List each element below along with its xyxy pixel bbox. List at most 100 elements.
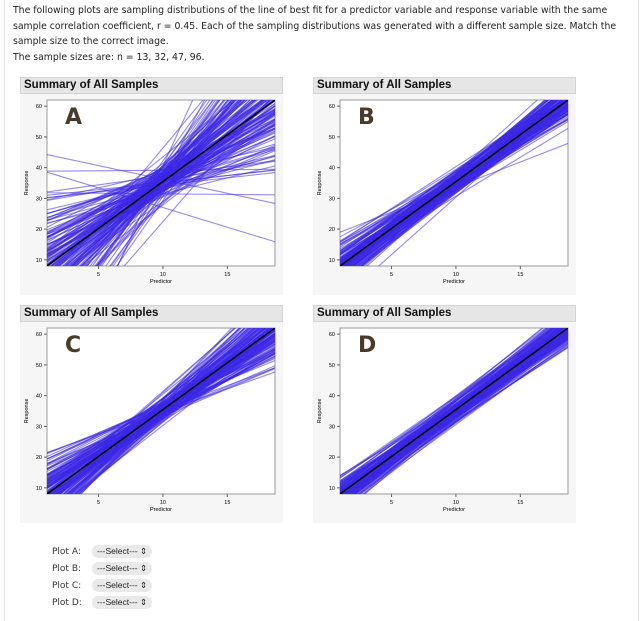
- x-axis-label: Predictor: [150, 279, 172, 285]
- y-tick-label: 50: [329, 363, 335, 369]
- fit-line: [340, 328, 568, 494]
- y-tick-label: 30: [329, 424, 335, 430]
- fit-line: [47, 100, 275, 266]
- y-tick-label: 20: [329, 227, 335, 233]
- y-tick-label: 30: [36, 424, 42, 430]
- sample-line: [77, 328, 273, 494]
- plot-panel-b: Summary of All Samples 10 20 30 40 50 60 5 10 15 P…: [313, 77, 576, 295]
- sample-line: [47, 100, 249, 251]
- y-axis-label: Response: [24, 171, 30, 196]
- y-axis-label: Response: [317, 399, 323, 424]
- sample-line: [116, 100, 235, 266]
- sample-line: [47, 335, 275, 494]
- sample-line: [47, 328, 263, 483]
- y-tick-label: 10: [36, 258, 42, 264]
- sample-lines: [340, 328, 568, 494]
- y-tick-label: 30: [329, 196, 335, 202]
- x-tick-label: 10: [160, 500, 166, 506]
- sample-line: [340, 328, 552, 492]
- plot-panel-c: Summary of All Samples 10 20 30 40 50 60 5 10 15 P…: [20, 305, 283, 523]
- sample-line: [84, 100, 214, 266]
- sample-lines: [340, 100, 568, 266]
- sample-line: [112, 100, 233, 266]
- x-axis-label: Predictor: [443, 279, 465, 285]
- x-tick-label: 5: [390, 272, 393, 278]
- plot-chart: 10 20 30 40 50 60 5 10 15 Predictor Response B: [317, 99, 569, 285]
- y-tick-label: 60: [36, 104, 42, 110]
- plot-c-select[interactable]: ---Select--- ⇕: [92, 579, 153, 592]
- plot-panel-d: Summary of All Samples 10 20 30 40 50 60 5 10 15 P…: [313, 305, 576, 523]
- sample-line: [47, 108, 275, 239]
- y-tick-label: 10: [329, 258, 335, 264]
- y-tick-label: 40: [36, 166, 42, 172]
- sample-line: [53, 100, 246, 266]
- x-tick-label: 5: [97, 272, 100, 278]
- y-tick-label: 60: [36, 332, 42, 338]
- select-value: ---Select---: [97, 546, 138, 556]
- sample-line: [340, 100, 559, 254]
- sample-line: [57, 335, 275, 494]
- sample-line: [86, 100, 208, 266]
- x-tick-label: 10: [453, 500, 459, 506]
- y-axis-label: Response: [24, 399, 30, 424]
- plot-chart: 10 20 30 40 50 60 5 10 15 Predictor Response C: [24, 327, 276, 513]
- plot-chart: 10 20 30 40 50 60 5 10 15 Predictor Response A: [24, 99, 276, 285]
- left-border: [4, 0, 5, 621]
- sample-line: [91, 100, 211, 266]
- plot-letter: D: [358, 333, 376, 358]
- sample-line: [47, 127, 275, 255]
- updown-icon: ⇕: [139, 597, 148, 607]
- y-tick-label: 40: [329, 166, 335, 172]
- sample-line: [346, 100, 550, 266]
- sample-line: [360, 100, 560, 266]
- y-tick-label: 40: [36, 394, 42, 400]
- question-text: The following plots are sampling distrib…: [13, 3, 633, 65]
- sample-line: [47, 100, 275, 263]
- updown-icon: ⇕: [139, 546, 148, 556]
- updown-icon: ⇕: [139, 580, 148, 590]
- select-row-d: Plot D: ---Select--- ⇕: [52, 596, 153, 609]
- plot-a-select[interactable]: ---Select--- ⇕: [92, 545, 153, 558]
- x-tick-label: 15: [517, 500, 523, 506]
- fit-line: [340, 100, 568, 266]
- sample-line: [353, 328, 562, 494]
- sample-line: [63, 328, 257, 494]
- sample-line: [47, 192, 275, 196]
- y-tick-label: 10: [36, 486, 42, 492]
- fit-line: [47, 328, 275, 494]
- plot-title: Summary of All Samples: [313, 305, 576, 322]
- sample-line: [96, 100, 273, 266]
- plot-chart: 10 20 30 40 50 60 5 10 15 Predictor Response D: [317, 327, 569, 513]
- plot-d-select[interactable]: ---Select--- ⇕: [92, 596, 153, 609]
- x-tick-label: 15: [224, 272, 230, 278]
- plot-b-select[interactable]: ---Select--- ⇕: [92, 562, 153, 575]
- y-tick-label: 60: [329, 104, 335, 110]
- sample-line: [47, 348, 275, 466]
- plot-title: Summary of All Samples: [20, 305, 283, 322]
- sample-line: [47, 335, 275, 481]
- sample-lines: [47, 100, 275, 266]
- y-tick-label: 50: [36, 135, 42, 141]
- y-tick-label: 50: [329, 135, 335, 141]
- y-tick-label: 20: [36, 227, 42, 233]
- x-tick-label: 10: [453, 272, 459, 278]
- plot-letter: A: [65, 105, 82, 130]
- y-axis-label: Response: [317, 171, 323, 196]
- sample-line: [47, 367, 275, 464]
- y-tick-label: 50: [36, 363, 42, 369]
- sample-line: [97, 100, 219, 266]
- sample-lines: [47, 328, 275, 494]
- plot-title: Summary of All Samples: [20, 77, 283, 94]
- sample-line: [47, 121, 275, 220]
- sample-line: [47, 171, 275, 243]
- y-tick-label: 20: [329, 455, 335, 461]
- sample-line: [71, 100, 265, 266]
- y-tick-label: 20: [36, 455, 42, 461]
- sample-line: [47, 165, 275, 224]
- y-tick-label: 40: [329, 394, 335, 400]
- plot-title: Summary of All Samples: [313, 77, 576, 94]
- select-value: ---Select---: [97, 597, 138, 607]
- sample-line: [50, 114, 275, 266]
- sample-line: [341, 112, 568, 266]
- x-tick-label: 15: [224, 500, 230, 506]
